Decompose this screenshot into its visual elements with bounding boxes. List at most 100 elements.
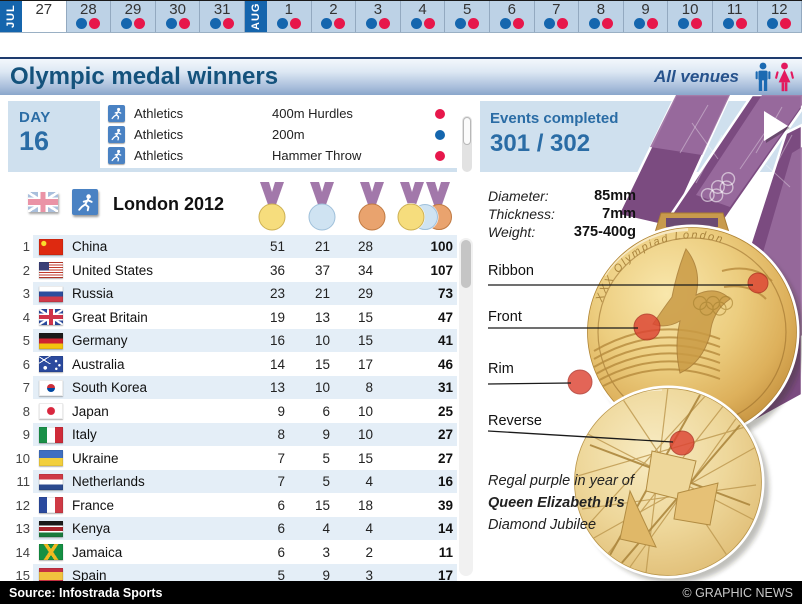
event-row: Athletics 200m <box>100 124 457 145</box>
day-panel-scrollbar-thumb[interactable] <box>463 117 471 145</box>
uk-flag-icon <box>28 192 58 212</box>
total-cell: 31 <box>437 380 453 396</box>
calendar-day[interactable]: 11 <box>712 1 758 32</box>
calendar-day-number: 27 <box>35 1 53 18</box>
table-row: 10 Ukraine 7 5 15 27 <box>0 447 470 471</box>
athletics-icon <box>108 105 125 122</box>
athletics-icon <box>108 126 125 143</box>
blue-session-dot <box>120 18 132 29</box>
gold-cell: 7 <box>277 474 285 490</box>
rank-cell: 9 <box>22 427 30 443</box>
events-list: Athletics 400m Hurdles Athletics 200m Athlet… <box>100 101 457 168</box>
calendar-day-number: 6 <box>507 1 516 18</box>
silver-cell: 5 <box>322 474 330 490</box>
calendar-day-number: 8 <box>596 1 606 18</box>
country-cell: Japan <box>72 403 109 419</box>
calendar-day[interactable]: 8 <box>579 1 624 32</box>
calendar-day[interactable]: 10 <box>668 1 713 32</box>
total-cell: 27 <box>437 450 453 466</box>
calendar-day[interactable]: 31 <box>200 1 245 32</box>
calendar-day[interactable]: 27 <box>22 1 67 32</box>
rank-cell: 8 <box>22 403 30 419</box>
calendar-day[interactable]: 1 <box>266 1 312 32</box>
red-event-dot <box>435 108 445 119</box>
reverse-dot <box>669 430 695 456</box>
red-session-dot <box>646 18 658 29</box>
calendar-day[interactable]: 12 <box>757 1 802 32</box>
flag-icon-kr <box>39 379 63 396</box>
svg-text:XXX Olympiad London: XXX Olympiad London <box>593 229 725 304</box>
silver-cell: 15 <box>314 356 330 372</box>
calendar-day-number: 28 <box>80 1 97 18</box>
blue-session-dot <box>410 18 422 29</box>
calendar-day-number: 30 <box>169 1 186 18</box>
red-session-dot <box>223 18 235 29</box>
gold-cell: 6 <box>277 521 285 537</box>
blue-session-dot <box>722 18 734 29</box>
calendar-day[interactable]: 5 <box>445 1 490 32</box>
calendar-day-number: 5 <box>462 1 472 18</box>
red-session-dot <box>133 18 145 29</box>
calendar-day-number: 11 <box>726 1 743 18</box>
rank-cell: 12 <box>15 497 30 513</box>
blue-session-dot <box>165 18 177 29</box>
spec-label: Weight: <box>488 224 536 240</box>
event-name: Hammer Throw <box>272 148 362 163</box>
country-cell: Ukraine <box>72 450 119 466</box>
red-session-dot <box>378 18 390 29</box>
calendar-day-number: 7 <box>552 1 561 18</box>
silver-medal-icon <box>308 182 336 231</box>
event-name: 200m <box>272 127 305 142</box>
medal-table-header: London 2012 <box>0 178 470 235</box>
blue-session-dot <box>544 18 556 29</box>
blue-session-dot <box>633 18 645 29</box>
table-scrollbar[interactable] <box>459 238 473 576</box>
red-session-dot <box>334 18 346 29</box>
bronze-cell: 15 <box>357 333 373 349</box>
calendar-month-label: AUG <box>244 1 267 32</box>
calendar-day[interactable]: 29 <box>111 1 156 32</box>
day-number: 16 <box>19 126 50 156</box>
rank-cell: 13 <box>15 521 30 537</box>
day-panel-scrollbar[interactable] <box>462 116 472 172</box>
session-dots <box>312 18 356 30</box>
silver-cell: 4 <box>322 521 330 537</box>
calendar-day[interactable]: 9 <box>623 1 669 32</box>
calendar-day[interactable]: 4 <box>400 1 446 32</box>
calendar-day[interactable]: 2 <box>311 1 357 32</box>
session-dots <box>579 18 623 30</box>
table-row: 4 Great Britain 19 13 15 47 <box>0 306 470 330</box>
blue-session-dot <box>678 18 690 29</box>
silver-cell: 10 <box>314 333 330 349</box>
flag-icon-ua <box>39 450 63 467</box>
event-sport: Athletics <box>134 127 184 142</box>
blue-session-dot <box>365 18 377 29</box>
table-scrollbar-thumb[interactable] <box>461 240 471 288</box>
rank-cell: 7 <box>22 380 30 396</box>
silver-cell: 5 <box>322 450 330 466</box>
calendar-day[interactable]: 30 <box>155 1 201 32</box>
calendar-day[interactable]: 28 <box>66 1 112 32</box>
session-dots <box>22 18 66 30</box>
table-row: 7 South Korea 13 10 8 31 <box>0 376 470 400</box>
athletics-icon[interactable] <box>72 189 98 215</box>
rank-cell: 3 <box>22 286 30 302</box>
source-credit: Source: Infostrada Sports <box>9 585 163 600</box>
spec-row: Weight: 375-400g <box>488 224 636 240</box>
calendar-day[interactable]: 7 <box>534 1 580 32</box>
play-button[interactable] <box>764 111 790 143</box>
table-row: 13 Kenya 6 4 4 14 <box>0 517 470 541</box>
country-cell: Russia <box>72 286 114 302</box>
flag-icon-gb <box>39 309 63 326</box>
red-session-dot <box>423 18 435 29</box>
copyright: © GRAPHIC NEWS <box>682 585 793 600</box>
total-cell: 17 <box>437 568 453 581</box>
calendar-month-label: JUL <box>0 1 22 32</box>
calendar-day[interactable]: 3 <box>356 1 401 32</box>
red-session-dot <box>512 18 524 29</box>
silver-cell: 10 <box>314 380 330 396</box>
country-cell: Spain <box>72 568 107 581</box>
calendar-day[interactable]: 6 <box>489 1 535 32</box>
bronze-cell: 10 <box>357 427 373 443</box>
blue-session-dot <box>499 18 511 29</box>
